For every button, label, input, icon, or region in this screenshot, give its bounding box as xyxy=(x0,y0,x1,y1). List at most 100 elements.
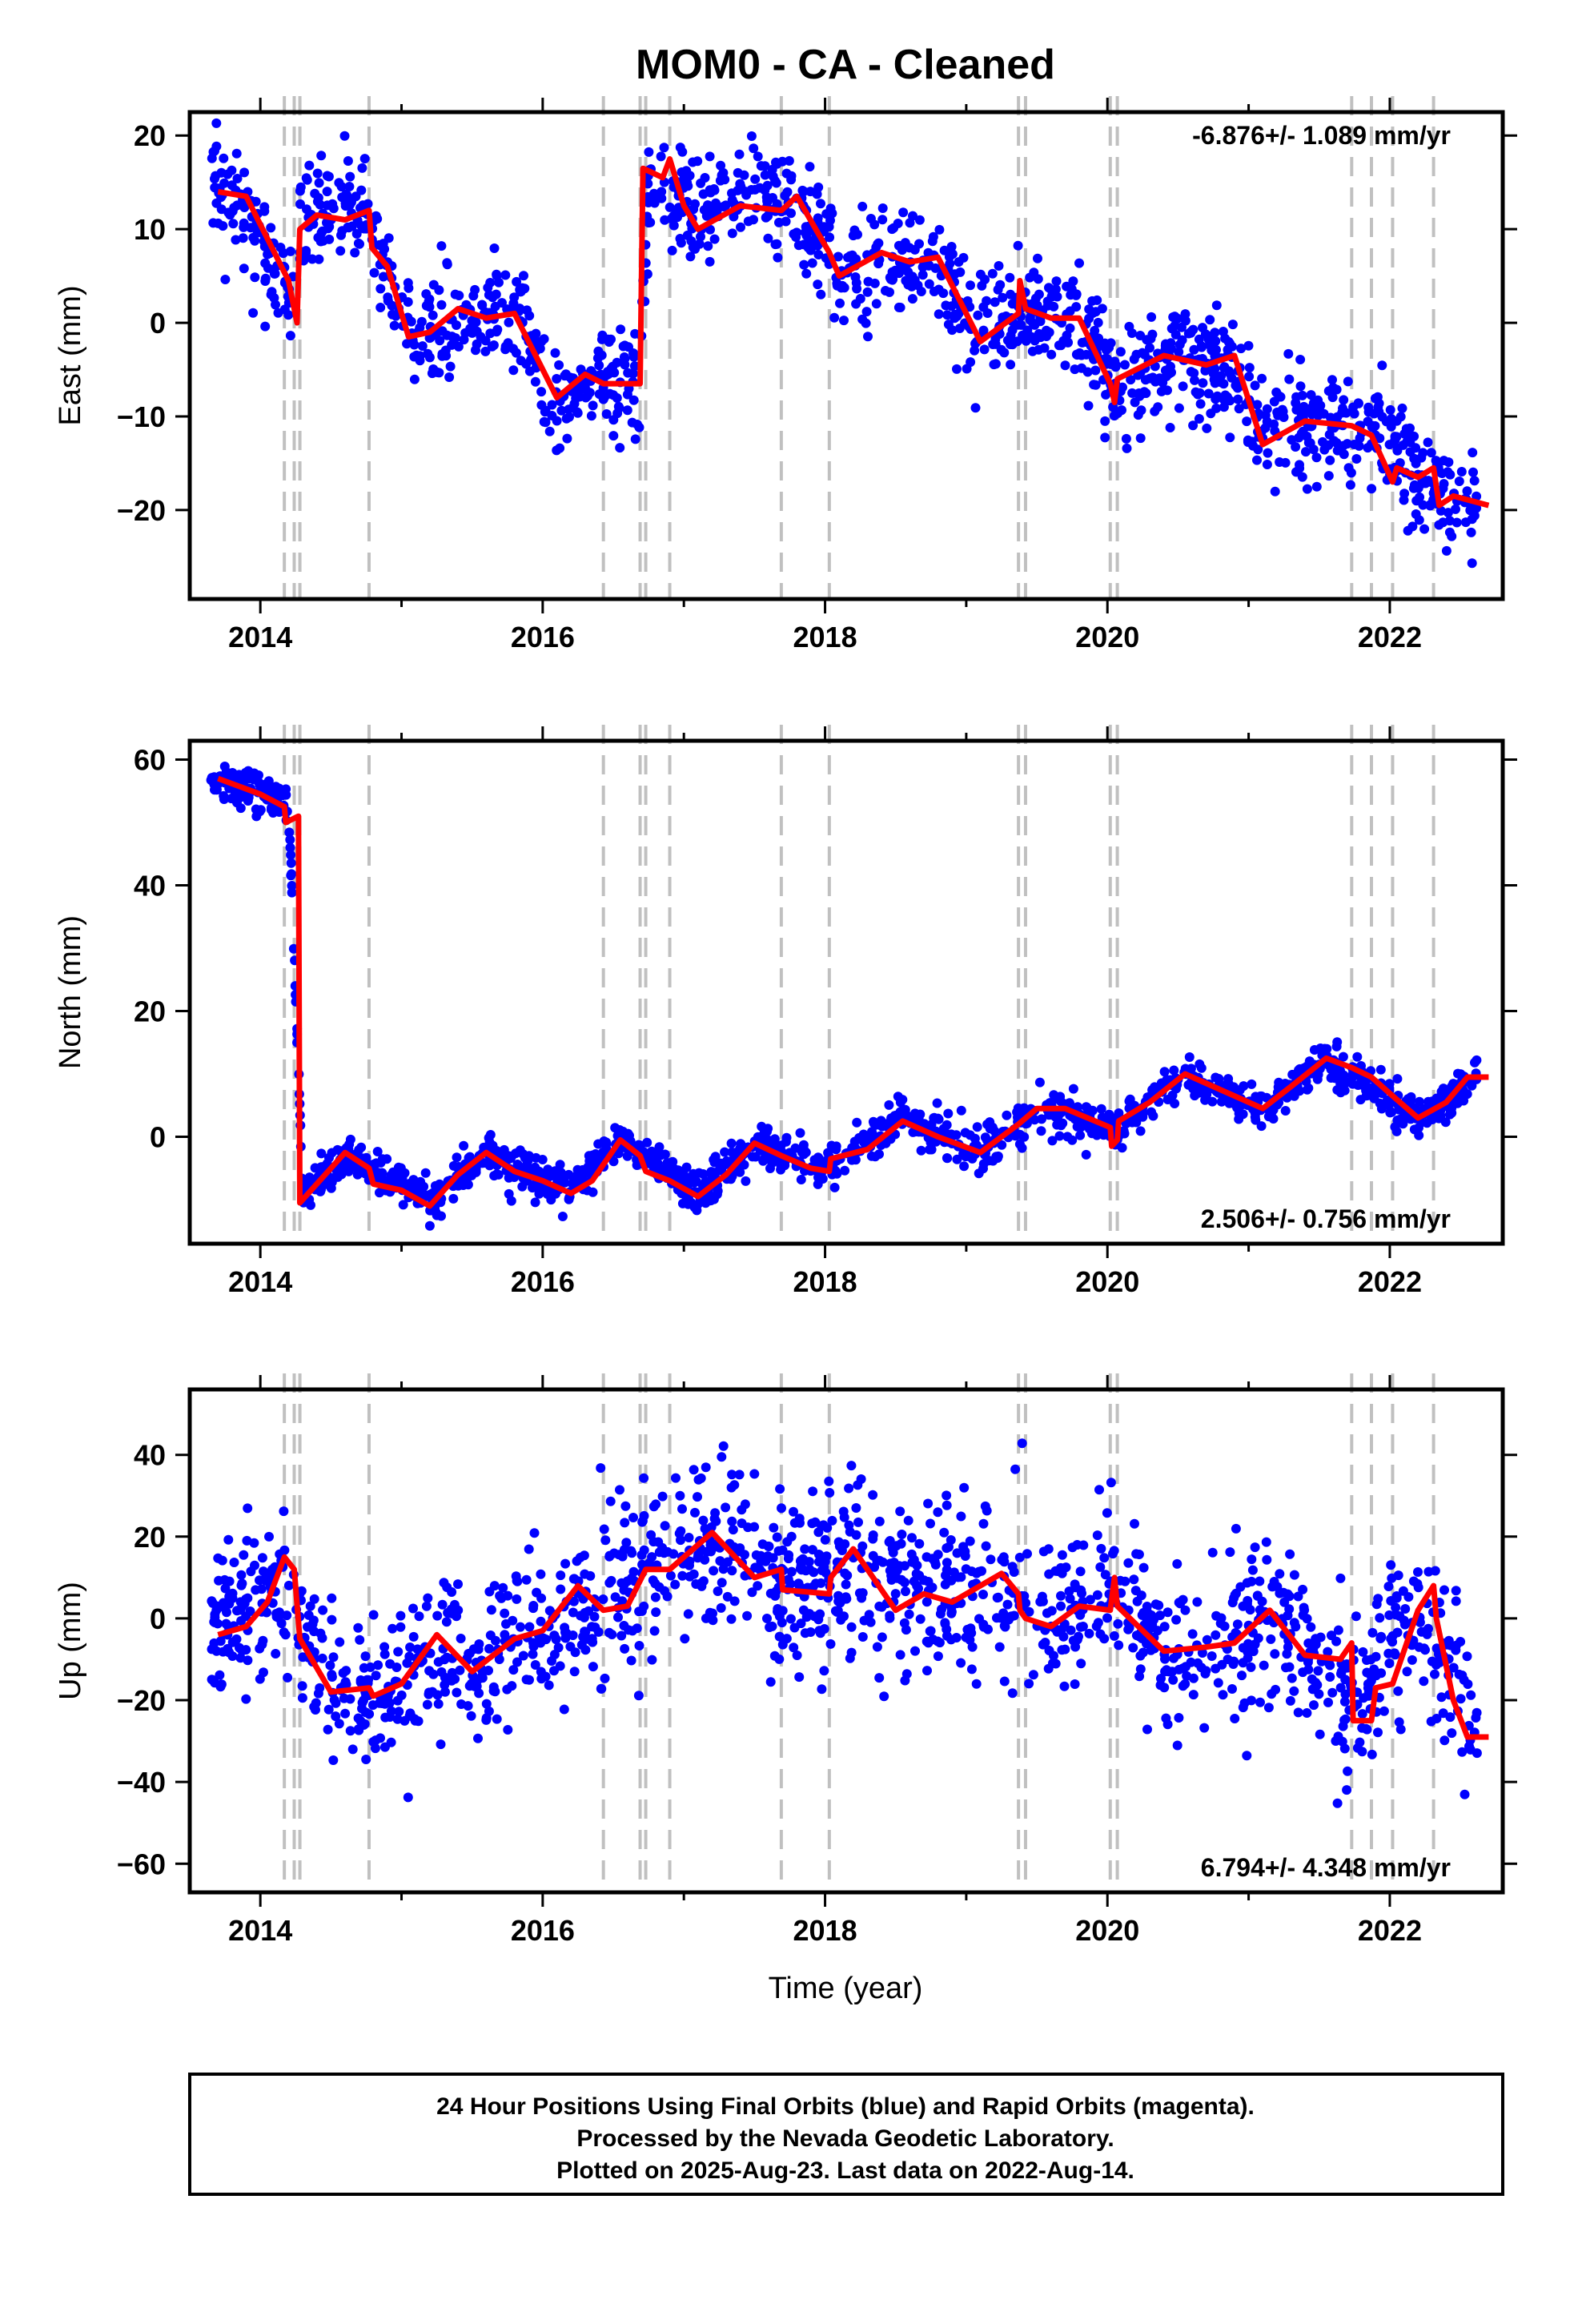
data-point xyxy=(232,174,243,183)
data-point xyxy=(400,1715,410,1726)
data-point xyxy=(552,374,562,384)
data-point xyxy=(946,242,957,251)
data-point xyxy=(1275,457,1285,467)
data-point xyxy=(1302,484,1312,494)
data-point xyxy=(974,1566,984,1577)
data-point xyxy=(1342,1785,1352,1795)
data-point xyxy=(1451,1640,1461,1651)
data-point xyxy=(1400,1604,1411,1614)
data-point xyxy=(639,1545,649,1555)
data-point xyxy=(1009,1567,1019,1577)
data-point xyxy=(1273,410,1283,420)
data-point xyxy=(442,258,452,268)
data-point xyxy=(990,297,1000,308)
data-point xyxy=(657,1491,668,1502)
data-point xyxy=(1386,1560,1396,1570)
data-point xyxy=(490,301,500,312)
data-point xyxy=(1007,1688,1018,1699)
data-point xyxy=(334,178,344,188)
data-point xyxy=(680,1634,690,1644)
data-point xyxy=(524,1544,534,1554)
data-point xyxy=(705,256,715,267)
data-point xyxy=(1090,365,1101,376)
data-point xyxy=(337,226,347,236)
data-point xyxy=(389,1174,400,1184)
data-point xyxy=(1447,531,1457,541)
data-point xyxy=(1413,1582,1423,1593)
data-point xyxy=(768,1553,778,1563)
data-point xyxy=(1256,1121,1267,1132)
data-point xyxy=(1056,1590,1066,1601)
data-point xyxy=(1454,1669,1464,1679)
data-point xyxy=(689,1465,699,1475)
data-point xyxy=(967,1153,978,1164)
data-point xyxy=(777,156,788,167)
data-point xyxy=(857,201,868,211)
data-point xyxy=(733,185,743,195)
data-point xyxy=(1168,312,1178,322)
data-point xyxy=(1057,1550,1067,1560)
data-point xyxy=(282,1610,292,1621)
data-point xyxy=(813,1172,823,1183)
data-point xyxy=(1374,398,1384,408)
data-point xyxy=(1331,1041,1342,1051)
data-point xyxy=(1046,292,1057,301)
data-point xyxy=(477,1673,488,1683)
data-point xyxy=(765,1677,776,1687)
data-point xyxy=(560,369,571,380)
data-point xyxy=(452,1152,462,1163)
data-point xyxy=(387,309,397,320)
data-point xyxy=(1084,304,1094,315)
data-point xyxy=(1430,1669,1439,1679)
x-tick-label: 2020 xyxy=(1075,1914,1139,1947)
data-point xyxy=(1133,410,1143,420)
data-point xyxy=(327,1670,337,1680)
data-point xyxy=(1082,367,1093,377)
data-point xyxy=(851,1503,861,1513)
data-point xyxy=(1022,1549,1032,1559)
data-point xyxy=(999,1676,1010,1687)
data-point xyxy=(239,203,250,212)
data-point xyxy=(816,1578,826,1588)
data-point xyxy=(1211,1663,1221,1674)
data-point xyxy=(442,1675,452,1686)
data-point xyxy=(243,1655,253,1666)
data-point xyxy=(422,1699,432,1710)
data-point xyxy=(236,1616,247,1626)
data-point xyxy=(1270,1649,1280,1659)
data-point xyxy=(1211,1072,1221,1083)
data-point xyxy=(1006,360,1016,370)
data-point xyxy=(285,246,295,256)
data-point xyxy=(612,357,622,368)
data-point xyxy=(1306,390,1316,400)
data-point xyxy=(1064,1098,1074,1108)
data-point xyxy=(956,1511,966,1522)
data-point xyxy=(868,1534,878,1544)
data-point xyxy=(1250,380,1260,391)
data-point xyxy=(789,1642,799,1653)
data-point xyxy=(309,1594,319,1604)
data-point xyxy=(521,359,532,369)
data-point xyxy=(1036,1126,1046,1136)
data-point xyxy=(1159,1622,1170,1632)
data-point xyxy=(243,1503,253,1514)
data-point xyxy=(512,1657,522,1667)
data-point xyxy=(360,1707,371,1718)
data-point xyxy=(897,1530,907,1539)
data-point xyxy=(1169,1065,1179,1076)
data-point xyxy=(556,405,567,416)
data-point xyxy=(972,1122,982,1132)
data-point xyxy=(1006,330,1016,340)
data-point xyxy=(689,204,699,215)
data-point xyxy=(869,219,880,230)
data-point xyxy=(524,1622,535,1632)
footer-line-3: Plotted on 2025-Aug-23. Last data on 202… xyxy=(556,2157,1134,2184)
data-point xyxy=(923,1577,934,1586)
data-point xyxy=(1117,405,1126,416)
data-point xyxy=(248,308,259,318)
data-point xyxy=(593,1626,604,1637)
data-point xyxy=(1134,1550,1144,1559)
data-point xyxy=(375,303,386,312)
data-points xyxy=(207,118,1482,569)
data-point xyxy=(1375,1064,1386,1075)
